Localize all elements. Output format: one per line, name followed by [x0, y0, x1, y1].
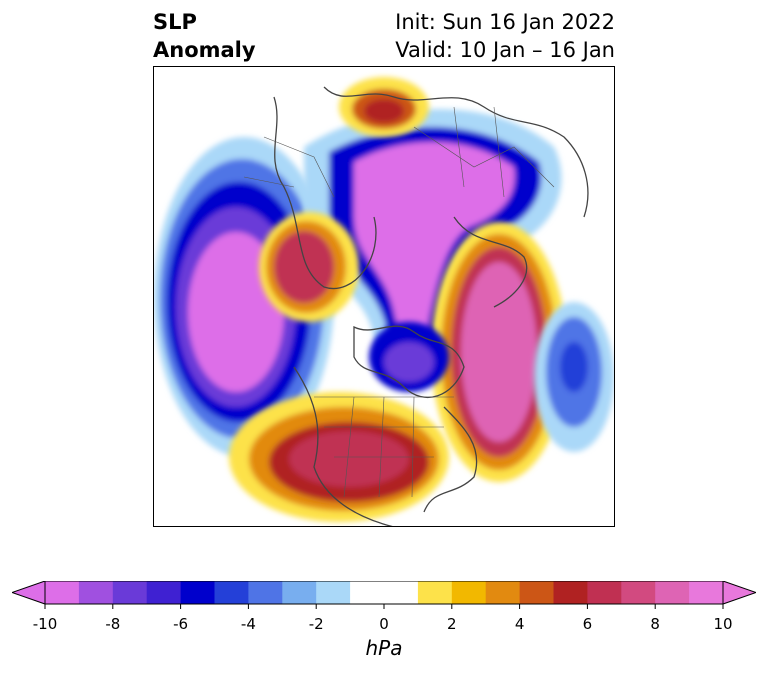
colorbar-segment	[180, 581, 215, 604]
colorbar-tick-label: -8	[105, 615, 121, 633]
colorbar-segment	[587, 581, 622, 604]
negative-anomaly-pole	[369, 322, 449, 392]
slp-anomaly-map	[153, 66, 615, 527]
negative-anomaly-far-east	[534, 302, 614, 452]
colorbar-segment	[689, 581, 724, 604]
colorbar-tick-label: 8	[650, 615, 660, 633]
colorbar-tick-label: 2	[447, 615, 457, 633]
colorbar-segment	[350, 581, 385, 604]
colorbar-segment	[417, 581, 453, 604]
colorbar-segment	[451, 581, 487, 604]
map-dates: Init: Sun 16 Jan 2022 Valid: 10 Jan – 16…	[395, 8, 615, 64]
colorbar-segment	[45, 581, 80, 604]
colorbar-unit-label: hPa	[365, 636, 403, 660]
colorbar-segment	[78, 581, 114, 604]
coastlines	[273, 86, 589, 526]
map-title: SLP Anomaly	[153, 8, 256, 64]
colorbar-segment	[316, 581, 351, 604]
positive-anomaly-west	[259, 212, 359, 322]
colorbar-segment	[282, 581, 317, 604]
colorbar-tick-label: 6	[582, 615, 593, 633]
colorbar-tick-label: -10	[32, 615, 58, 633]
colorbar-segment	[384, 581, 419, 604]
colorbar-segment	[519, 581, 554, 604]
colorbar-tick-label: -4	[240, 615, 256, 633]
init-date: Init: Sun 16 Jan 2022	[395, 10, 615, 34]
colorbar-segment	[214, 581, 249, 604]
colorbar	[12, 581, 756, 609]
colorbar-tick-label: 10	[713, 615, 733, 633]
colorbar-segment	[655, 581, 690, 604]
colorbar-tick-label: 0	[379, 615, 389, 633]
negative-anomaly-arctic	[304, 109, 562, 382]
valid-period: Valid: 10 Jan – 16 Jan	[395, 38, 615, 62]
positive-anomaly-east	[431, 222, 567, 482]
colorbar-segment	[248, 581, 283, 604]
colorbar-segment	[146, 581, 182, 604]
colorbar-tick-label: -6	[173, 615, 189, 633]
colorbar-min-arrow	[12, 581, 46, 605]
borders	[243, 106, 555, 498]
map-canvas	[154, 67, 614, 526]
title-line-1: SLP	[153, 10, 197, 34]
colorbar-tick-label: 4	[514, 615, 525, 633]
colorbar-segment	[621, 581, 656, 604]
colorbar-segment	[112, 581, 148, 604]
title-line-2: Anomaly	[153, 38, 256, 62]
colorbar-max-arrow	[722, 581, 756, 605]
colorbar-segment	[485, 581, 521, 604]
colorbar-tick-label: -2	[308, 615, 324, 633]
colorbar-segment	[553, 581, 588, 604]
